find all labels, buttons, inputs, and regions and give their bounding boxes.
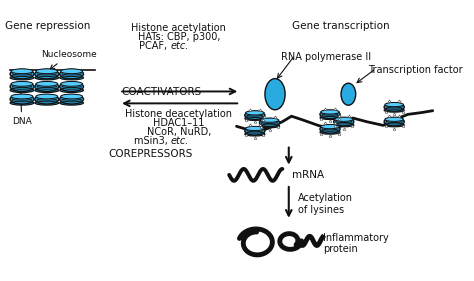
Ellipse shape xyxy=(36,81,58,86)
Ellipse shape xyxy=(60,94,83,104)
Text: Acetylation
of lysines: Acetylation of lysines xyxy=(298,193,353,215)
Ellipse shape xyxy=(321,110,339,114)
Ellipse shape xyxy=(259,124,280,128)
Ellipse shape xyxy=(259,119,280,127)
Ellipse shape xyxy=(320,130,340,134)
Ellipse shape xyxy=(35,94,59,104)
Ellipse shape xyxy=(265,79,285,110)
Ellipse shape xyxy=(384,117,404,126)
Ellipse shape xyxy=(35,101,59,105)
Ellipse shape xyxy=(320,116,340,119)
Ellipse shape xyxy=(60,88,83,92)
Ellipse shape xyxy=(10,76,34,80)
Ellipse shape xyxy=(385,103,403,107)
Ellipse shape xyxy=(245,111,265,119)
Text: Histone deacetylation: Histone deacetylation xyxy=(125,109,232,119)
Ellipse shape xyxy=(60,101,83,105)
Text: etc.: etc. xyxy=(171,136,189,146)
Ellipse shape xyxy=(36,94,58,99)
Text: DNA: DNA xyxy=(12,82,32,126)
Text: COACTIVATORS: COACTIVATORS xyxy=(121,87,201,98)
Ellipse shape xyxy=(60,82,83,91)
Ellipse shape xyxy=(384,123,404,127)
Text: etc.: etc. xyxy=(171,41,189,51)
Ellipse shape xyxy=(245,132,265,136)
Ellipse shape xyxy=(245,127,265,135)
Text: COREPRESSORS: COREPRESSORS xyxy=(108,149,192,159)
Ellipse shape xyxy=(60,76,83,80)
Ellipse shape xyxy=(334,123,354,127)
Ellipse shape xyxy=(384,108,404,112)
Ellipse shape xyxy=(60,69,83,79)
Ellipse shape xyxy=(320,110,340,119)
Text: Nucleosome: Nucleosome xyxy=(41,50,97,69)
Ellipse shape xyxy=(260,118,279,122)
Ellipse shape xyxy=(384,103,404,111)
Text: mRNA: mRNA xyxy=(292,170,324,180)
Ellipse shape xyxy=(246,111,264,115)
Text: Histone acetylation: Histone acetylation xyxy=(131,23,226,33)
Text: PCAF,: PCAF, xyxy=(139,41,171,51)
Text: Inflammatory
protein: Inflammatory protein xyxy=(323,233,388,254)
Text: Transcription factor: Transcription factor xyxy=(368,65,463,75)
Ellipse shape xyxy=(11,81,33,86)
Ellipse shape xyxy=(246,126,264,130)
Text: NCoR, NuRD,: NCoR, NuRD, xyxy=(146,127,211,137)
Ellipse shape xyxy=(36,69,58,74)
Ellipse shape xyxy=(245,117,265,121)
Text: RNA polymerase II: RNA polymerase II xyxy=(282,52,372,62)
Ellipse shape xyxy=(321,124,339,129)
Ellipse shape xyxy=(320,125,340,133)
Ellipse shape xyxy=(35,82,59,91)
Ellipse shape xyxy=(11,94,33,99)
Text: Gene transcription: Gene transcription xyxy=(292,21,390,31)
Text: Gene repression: Gene repression xyxy=(5,21,91,31)
Ellipse shape xyxy=(61,81,82,86)
Ellipse shape xyxy=(10,82,34,91)
Ellipse shape xyxy=(35,88,59,92)
Ellipse shape xyxy=(11,69,33,74)
Ellipse shape xyxy=(10,88,34,92)
Text: HDAC1–11: HDAC1–11 xyxy=(153,118,204,128)
Ellipse shape xyxy=(10,94,34,104)
Ellipse shape xyxy=(61,94,82,99)
Ellipse shape xyxy=(35,69,59,79)
Ellipse shape xyxy=(35,76,59,80)
Ellipse shape xyxy=(334,117,354,126)
Ellipse shape xyxy=(10,69,34,79)
Ellipse shape xyxy=(341,83,356,105)
Ellipse shape xyxy=(335,117,353,121)
Ellipse shape xyxy=(385,117,403,121)
Ellipse shape xyxy=(61,69,82,74)
Text: HATs: CBP, p300,: HATs: CBP, p300, xyxy=(137,32,220,42)
Text: mSin3,: mSin3, xyxy=(134,136,171,146)
Ellipse shape xyxy=(10,101,34,105)
